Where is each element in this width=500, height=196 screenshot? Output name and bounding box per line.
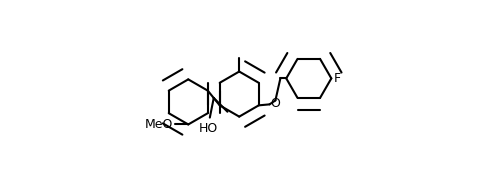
Text: MeO: MeO bbox=[145, 118, 174, 131]
Text: HO: HO bbox=[199, 122, 218, 134]
Text: O: O bbox=[270, 97, 280, 110]
Text: F: F bbox=[334, 72, 340, 85]
